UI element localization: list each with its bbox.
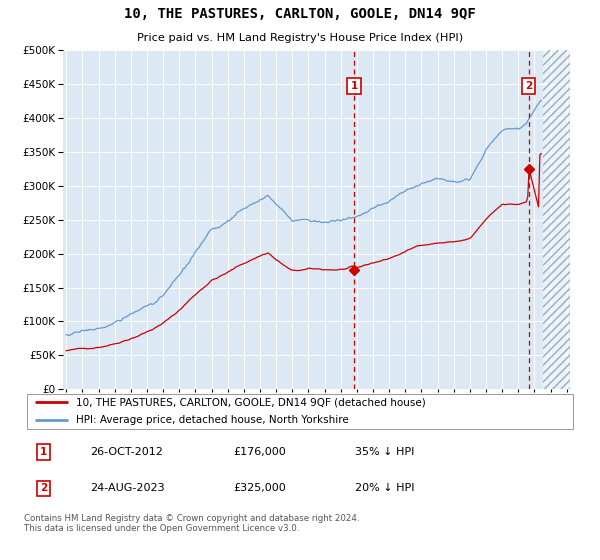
Text: 10, THE PASTURES, CARLTON, GOOLE, DN14 9QF: 10, THE PASTURES, CARLTON, GOOLE, DN14 9… [124,7,476,21]
Text: 20% ↓ HPI: 20% ↓ HPI [355,483,415,493]
Text: Contains HM Land Registry data © Crown copyright and database right 2024.
This d: Contains HM Land Registry data © Crown c… [24,514,359,533]
Text: 1: 1 [40,447,47,457]
FancyBboxPatch shape [27,394,573,428]
Text: 10, THE PASTURES, CARLTON, GOOLE, DN14 9QF (detached house): 10, THE PASTURES, CARLTON, GOOLE, DN14 9… [76,397,426,407]
Text: 1: 1 [350,81,358,91]
Text: £176,000: £176,000 [234,447,287,457]
Text: HPI: Average price, detached house, North Yorkshire: HPI: Average price, detached house, Nort… [76,415,349,425]
Text: £325,000: £325,000 [234,483,287,493]
Text: 24-AUG-2023: 24-AUG-2023 [90,483,165,493]
Text: 26-OCT-2012: 26-OCT-2012 [90,447,163,457]
Bar [542,50,583,389]
Bar [542,50,583,389]
Text: 2: 2 [40,483,47,493]
Text: 35% ↓ HPI: 35% ↓ HPI [355,447,415,457]
Text: 2: 2 [525,81,532,91]
Text: Price paid vs. HM Land Registry's House Price Index (HPI): Price paid vs. HM Land Registry's House … [137,34,463,43]
